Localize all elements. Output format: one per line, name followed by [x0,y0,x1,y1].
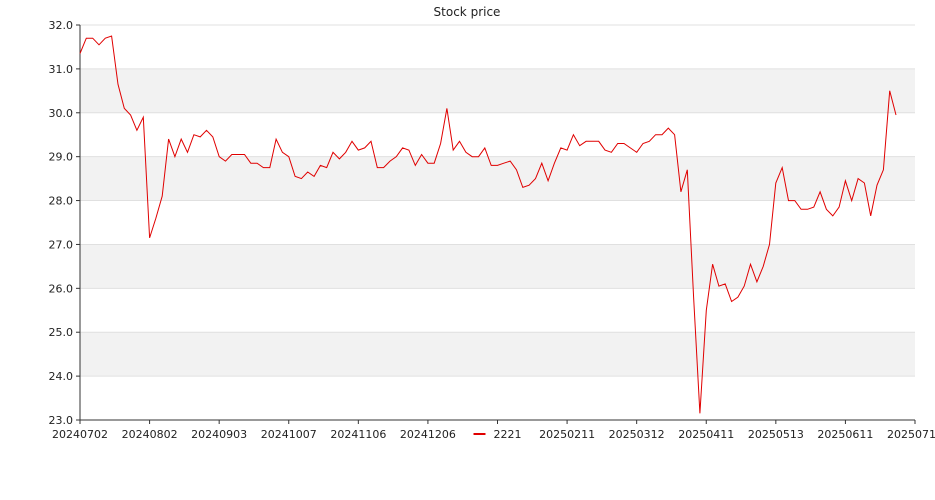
legend-label: 2221 [494,428,522,441]
y-tick-label: 27.0 [49,238,74,251]
x-tick-label: 20241206 [400,428,456,441]
y-tick-label: 29.0 [49,151,74,164]
chart-title: Stock price [434,5,501,19]
x-tick-label: 20250211 [539,428,595,441]
x-tick-label: 20250513 [748,428,804,441]
y-tick-label: 28.0 [49,195,74,208]
x-tick-label: 20240802 [122,428,178,441]
y-tick-label: 30.0 [49,107,74,120]
x-tick-label: 20240903 [191,428,247,441]
grid-band [80,68,915,113]
y-tick-label: 23.0 [49,414,74,427]
y-tick-label: 26.0 [49,282,74,295]
x-tick-label: 20250312 [609,428,665,441]
x-tick-label: 20241106 [330,428,386,441]
x-tick-label: 20250710 [887,428,935,441]
y-tick-label: 24.0 [49,370,74,383]
y-tick-label: 25.0 [49,326,74,339]
legend-box [467,425,530,443]
grid-band [80,332,915,377]
y-tick-label: 32.0 [49,19,74,32]
y-tick-label: 31.0 [49,63,74,76]
x-tick-label: 20240702 [52,428,108,441]
x-tick-label: 20250411 [678,428,734,441]
x-tick-label: 20250611 [817,428,873,441]
legend: 2221 [467,425,530,443]
grid-band [80,244,915,289]
line-series [79,35,897,414]
x-tick-label: 20241007 [261,428,317,441]
grid-band [80,156,915,201]
